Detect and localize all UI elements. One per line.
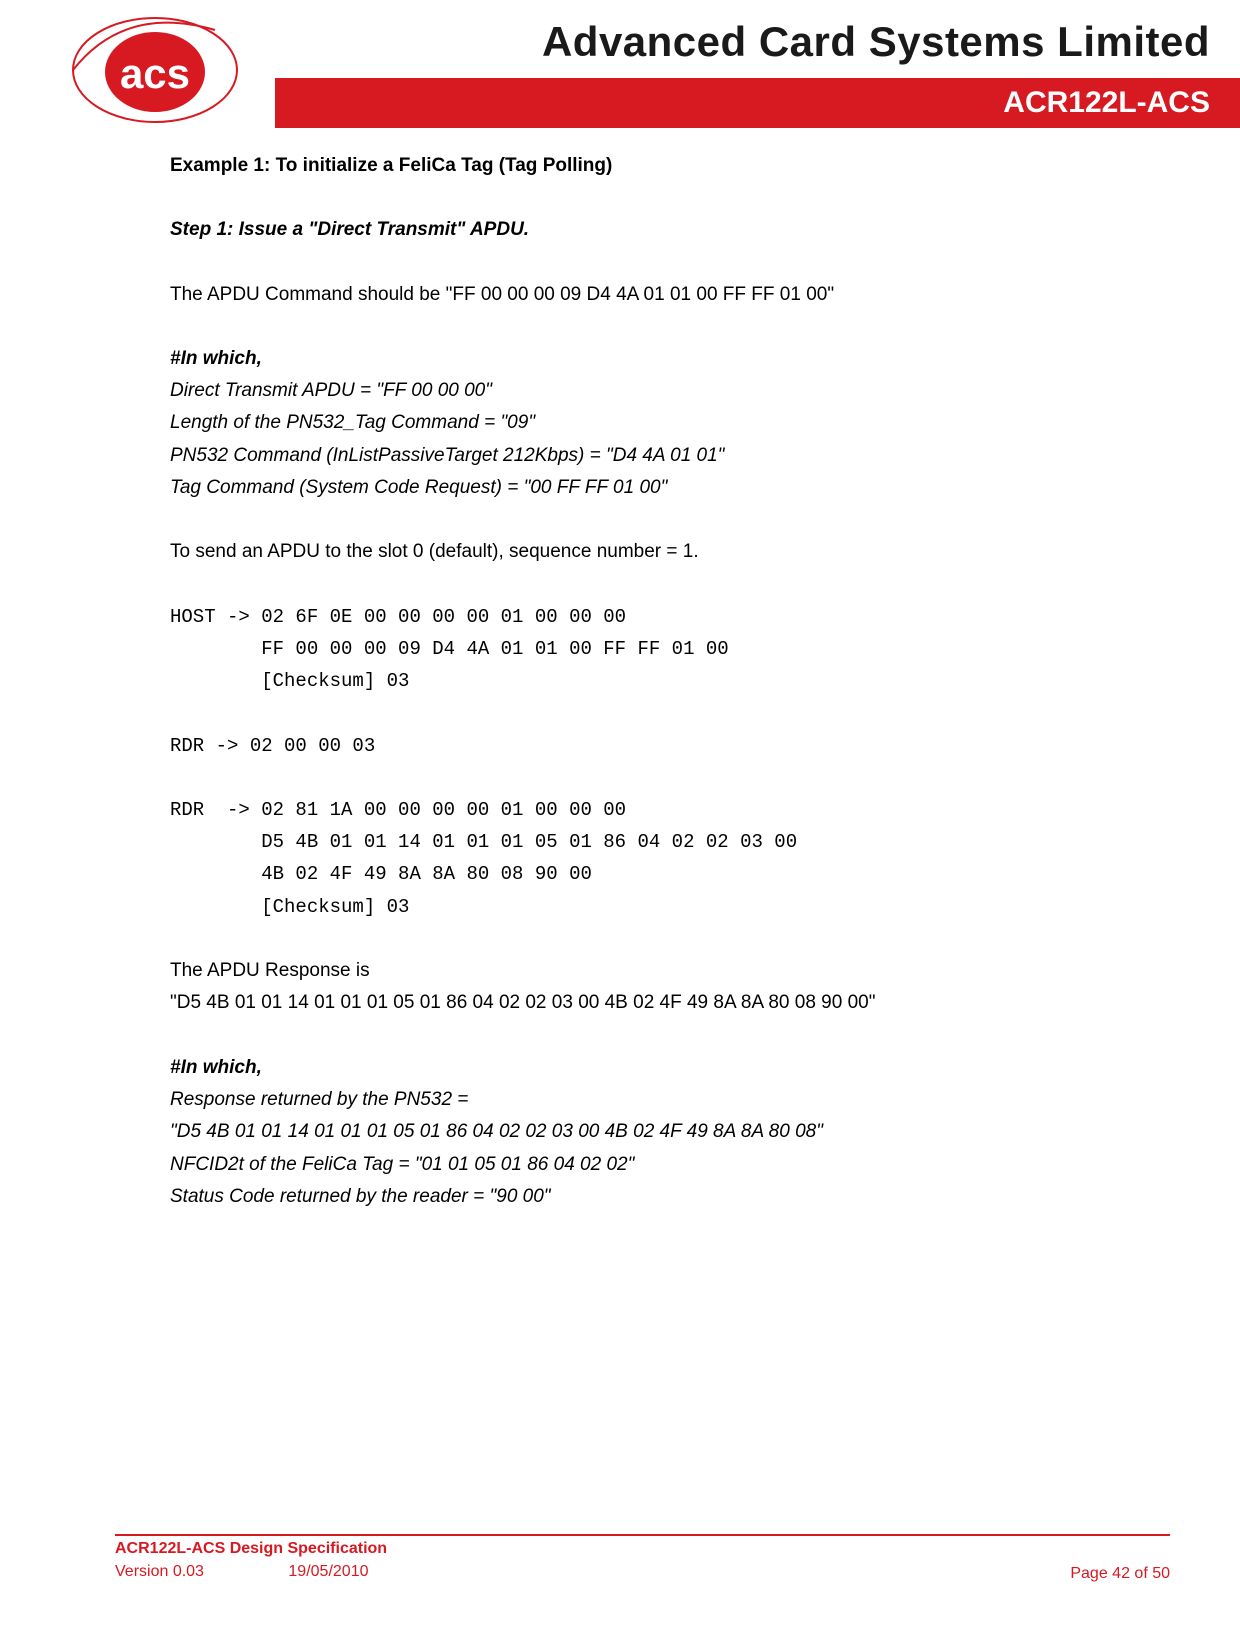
company-name: Advanced Card Systems Limited <box>542 18 1210 66</box>
product-name: ACR122L-ACS <box>1003 86 1210 120</box>
rdr-block-1: RDR -> 02 00 00 03 <box>170 730 1070 762</box>
footer-page-number: Page 42 of 50 <box>1070 1565 1170 1583</box>
acs-logo: acs <box>65 10 245 130</box>
step1-title: Step 1: Issue a "Direct Transmit" APDU. <box>170 214 1070 246</box>
rdr1-line: RDR -> 02 00 00 03 <box>170 730 1070 762</box>
length-line: Length of the PN532_Tag Command = "09" <box>170 407 1070 439</box>
status-code-line: Status Code returned by the reader = "90… <box>170 1181 1070 1213</box>
response-value: "D5 4B 01 01 14 01 01 01 05 01 86 04 02 … <box>170 987 1070 1019</box>
rdr2-line-4: [Checksum] 03 <box>170 891 1070 923</box>
send-apdu-text: To send an APDU to the slot 0 (default),… <box>170 536 1070 568</box>
svg-text:acs: acs <box>120 50 190 97</box>
in-which-block-2: #In which, Response returned by the PN53… <box>170 1052 1070 1213</box>
rdr2-line-3: 4B 02 4F 49 8A 8A 80 08 90 00 <box>170 858 1070 890</box>
response-pn532-l1: Response returned by the PN532 = <box>170 1084 1070 1116</box>
host-line-2: FF 00 00 00 09 D4 4A 01 01 00 FF FF 01 0… <box>170 633 1070 665</box>
footer-date: 19/05/2010 <box>288 1561 368 1583</box>
direct-transmit-line: Direct Transmit APDU = "FF 00 00 00" <box>170 375 1070 407</box>
footer-left: ACR122L-ACS Design Specification Version… <box>115 1538 387 1583</box>
response-pn532-l2: "D5 4B 01 01 14 01 01 01 05 01 86 04 02 … <box>170 1116 1070 1148</box>
footer-doc-title: ACR122L-ACS Design Specification <box>115 1538 387 1560</box>
page-footer: ACR122L-ACS Design Specification Version… <box>115 1538 1170 1583</box>
rdr2-line-2: D5 4B 01 01 14 01 01 01 05 01 86 04 02 0… <box>170 826 1070 858</box>
tag-command-line: Tag Command (System Code Request) = "00 … <box>170 472 1070 504</box>
response-intro: The APDU Response is <box>170 955 1070 987</box>
rdr-block-2: RDR -> 02 81 1A 00 00 00 00 01 00 00 00 … <box>170 794 1070 923</box>
pn532-command-line: PN532 Command (InListPassiveTarget 212Kb… <box>170 440 1070 472</box>
footer-divider <box>115 1534 1170 1536</box>
nfcid-line: NFCID2t of the FeliCa Tag = "01 01 05 01… <box>170 1149 1070 1181</box>
apdu-command-text: The APDU Command should be "FF 00 00 00 … <box>170 279 1070 311</box>
document-body: Example 1: To initialize a FeliCa Tag (T… <box>0 150 1240 1213</box>
in-which-2: #In which, <box>170 1052 1070 1084</box>
apdu-response-block: The APDU Response is "D5 4B 01 01 14 01 … <box>170 955 1070 1020</box>
host-line-1: HOST -> 02 6F 0E 00 00 00 00 01 00 00 00 <box>170 601 1070 633</box>
host-line-3: [Checksum] 03 <box>170 665 1070 697</box>
in-which-block-1: #In which, Direct Transmit APDU = "FF 00… <box>170 343 1070 504</box>
in-which-1: #In which, <box>170 343 1070 375</box>
host-block: HOST -> 02 6F 0E 00 00 00 00 01 00 00 00… <box>170 601 1070 698</box>
footer-meta: Version 0.03 19/05/2010 <box>115 1561 387 1583</box>
example-title: Example 1: To initialize a FeliCa Tag (T… <box>170 150 1070 182</box>
rdr2-line-1: RDR -> 02 81 1A 00 00 00 00 01 00 00 00 <box>170 794 1070 826</box>
page-header: acs Advanced Card Systems Limited ACR122… <box>0 0 1240 150</box>
product-bar: ACR122L-ACS <box>275 78 1240 128</box>
footer-version: Version 0.03 <box>115 1561 204 1583</box>
